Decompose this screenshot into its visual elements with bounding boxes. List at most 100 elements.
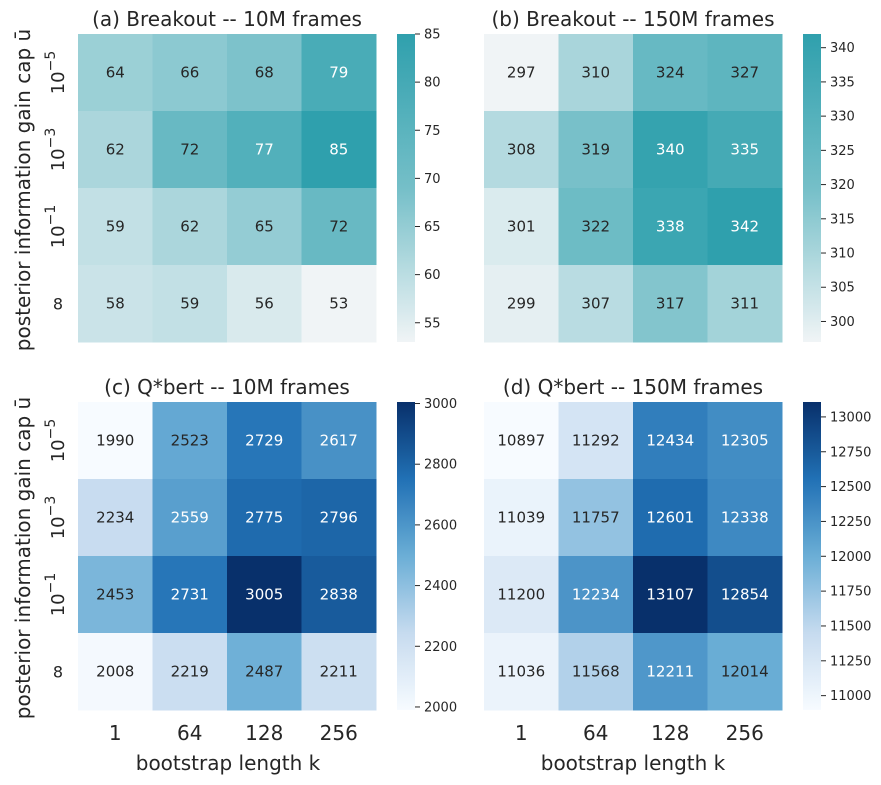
y-tick-label: 10−5 <box>43 51 69 95</box>
heatmap-cell <box>227 34 302 112</box>
x-tick-label: 1 <box>109 721 122 745</box>
heatmap-cell <box>227 556 302 634</box>
cell-value-label: 12854 <box>721 586 769 604</box>
y-tick-label: 10−3 <box>43 496 69 540</box>
heatmap-cell <box>484 633 559 711</box>
x-tick-label: 256 <box>726 721 764 745</box>
cell-value-label: 65 <box>255 218 274 236</box>
heatmap-cell <box>78 34 153 112</box>
cell-value-label: 310 <box>581 64 610 82</box>
colorbar-tick-label: 11500 <box>830 619 871 634</box>
cell-value-label: 12434 <box>646 432 694 450</box>
cell-value-label: 68 <box>255 64 274 82</box>
panel-title: (c) Q*bert -- 10M frames <box>104 375 350 399</box>
cell-value-label: 58 <box>106 295 125 313</box>
cell-value-label: 11568 <box>572 663 620 681</box>
cell-value-label: 2729 <box>245 432 283 450</box>
cell-value-label: 59 <box>180 295 199 313</box>
heatmap-panel: (d) Q*bert -- 150M frames 10897 11292 12434… <box>484 375 871 745</box>
colorbar-tick-label: 55 <box>424 316 441 331</box>
heatmap-cell <box>301 402 377 480</box>
cell-value-label: 79 <box>329 64 348 82</box>
cell-value-label: 342 <box>730 218 759 236</box>
cell-value-label: 2838 <box>320 586 358 604</box>
heatmap-cell <box>301 479 377 557</box>
heatmap-cell <box>78 188 153 266</box>
cell-value-label: 307 <box>581 295 610 313</box>
colorbar-tick-label: 11250 <box>830 654 871 669</box>
cell-value-label: 12305 <box>721 432 769 450</box>
colorbar-tick-label: 11750 <box>830 585 871 600</box>
heatmap-cell <box>301 34 377 112</box>
cell-value-label: 12211 <box>646 663 694 681</box>
cell-value-label: 2796 <box>320 509 358 527</box>
heatmap-cell <box>152 556 228 634</box>
colorbar-tick-label: 85 <box>424 28 441 43</box>
x-tick-label: 128 <box>651 721 689 745</box>
cell-value-label: 2211 <box>320 663 358 681</box>
cell-value-label: 319 <box>581 141 610 159</box>
colorbar-tick-label: 13000 <box>830 410 871 425</box>
cell-value-label: 338 <box>656 218 685 236</box>
colorbar-tick-label: 11000 <box>830 689 871 704</box>
panel-title: (b) Breakout -- 150M frames <box>491 7 774 31</box>
colorbar-tick-label: 75 <box>424 124 441 139</box>
cell-value-label: 10897 <box>497 432 545 450</box>
y-tick-label: 10−3 <box>43 128 69 172</box>
heatmap-cell <box>558 265 634 343</box>
cell-value-label: 2775 <box>245 509 283 527</box>
heatmap-panel: (b) Breakout -- 150M frames 297 310 324 327 3… <box>484 7 855 343</box>
colorbar <box>803 34 821 342</box>
colorbar-tick-label: 80 <box>424 76 441 91</box>
cell-value-label: 77 <box>255 141 274 159</box>
heatmap-cell <box>227 402 302 480</box>
cell-value-label: 308 <box>507 141 536 159</box>
x-tick-label: 1 <box>515 721 528 745</box>
colorbar <box>397 34 415 342</box>
cell-value-label: 72 <box>180 141 199 159</box>
cell-value-label: 2731 <box>171 586 209 604</box>
cell-value-label: 11292 <box>572 432 620 450</box>
heatmap-cell <box>227 633 302 711</box>
heatmap-cell <box>152 265 228 343</box>
cell-value-label: 64 <box>106 64 125 82</box>
heatmap-cell <box>484 265 559 343</box>
x-tick-label: 64 <box>583 721 608 745</box>
cell-value-label: 299 <box>507 295 536 313</box>
heatmap-cell <box>152 402 228 480</box>
colorbar-tick-label: 60 <box>424 268 441 283</box>
y-tick-label: 8 <box>53 663 63 682</box>
colorbar-tick-label: 3000 <box>424 397 457 412</box>
colorbar-tick-label: 335 <box>830 75 855 90</box>
cell-value-label: 1990 <box>96 432 134 450</box>
heatmap-cell <box>633 402 708 480</box>
cell-value-label: 72 <box>329 218 348 236</box>
colorbar-tick-label: 305 <box>830 281 855 296</box>
colorbar-tick-label: 320 <box>830 178 855 193</box>
cell-value-label: 13107 <box>646 586 694 604</box>
colorbar-tick-label: 2200 <box>424 640 457 655</box>
heatmap-cell <box>633 556 708 634</box>
cell-value-label: 2487 <box>245 663 283 681</box>
heatmap-cell <box>633 111 708 189</box>
x-tick-label: 256 <box>320 721 358 745</box>
heatmap-cell <box>78 556 153 634</box>
heatmap-cell <box>152 188 228 266</box>
colorbar-tick-label: 300 <box>830 315 855 330</box>
cell-value-label: 12234 <box>572 586 620 604</box>
heatmap-cell <box>707 556 783 634</box>
heatmap-cell <box>707 479 783 557</box>
colorbar-tick-label: 12750 <box>830 445 871 460</box>
heatmap-cell <box>633 188 708 266</box>
x-axis-label-right: bootstrap length k <box>541 751 726 775</box>
y-tick-label: 10−1 <box>43 573 69 617</box>
colorbar-tick-label: 2400 <box>424 579 457 594</box>
heatmap-cell <box>707 633 783 711</box>
cell-value-label: 85 <box>329 141 348 159</box>
heatmap-cell <box>558 479 634 557</box>
y-tick-label: 10−1 <box>43 205 69 249</box>
cell-value-label: 311 <box>730 295 759 313</box>
heatmap-cell <box>152 633 228 711</box>
y-tick-label: 8 <box>53 295 63 314</box>
colorbar-tick-label: 325 <box>830 144 855 159</box>
